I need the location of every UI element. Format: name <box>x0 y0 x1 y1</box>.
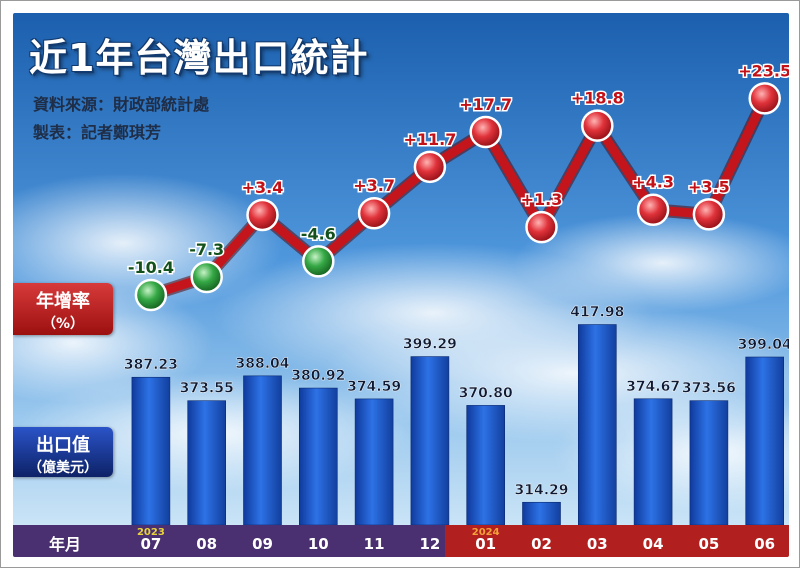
bar-08 <box>187 400 226 526</box>
growth-value-label: +3.4 <box>242 178 284 197</box>
growth-value-label: -4.6 <box>301 224 336 243</box>
growth-markers-layer <box>134 82 781 312</box>
growth-value-label: +18.8 <box>571 89 624 108</box>
x-axis-2023-segment <box>13 525 445 557</box>
bar-05 <box>689 400 729 526</box>
x-axis-strip <box>13 525 789 557</box>
chart-panel: 387.23 373.55 388.04 380.92 374.59 399.29 370.… <box>13 13 789 557</box>
bar-value-label: 387.23 <box>124 357 178 373</box>
bar-07 <box>131 376 171 526</box>
growth-marker-05 <box>692 198 726 231</box>
bar-value-label: 399.29 <box>403 337 457 353</box>
growth-value-label: +1.3 <box>521 190 563 209</box>
growth-value-label: +3.7 <box>353 176 395 195</box>
bar-03 <box>577 324 617 526</box>
growth-labels-layer: -10.4 -7.3 +3.4 -4.6 +3.7 +11.7+17.7 +1.3 +18.8… <box>126 60 789 279</box>
bar-value-label: 373.55 <box>180 381 234 397</box>
chart-title: 近1年台灣出口統計 <box>29 36 369 80</box>
bar-06 <box>745 356 785 526</box>
growth-value-label: +4.3 <box>632 173 674 192</box>
bar-04 <box>633 398 673 526</box>
growth-value-label: +23.5 <box>738 61 789 80</box>
growth-marker-07 <box>134 278 168 312</box>
growth-value-label: +11.7 <box>403 130 456 149</box>
bar-09 <box>243 375 282 526</box>
growth-marker-02 <box>525 210 558 244</box>
bar-02 <box>522 501 561 526</box>
growth-rate-label-title: 年增率 <box>36 291 90 312</box>
bar-value-label: 388.04 <box>235 356 289 372</box>
bar-value-label: 374.59 <box>347 379 401 395</box>
bar-value-label: 417.98 <box>570 305 624 321</box>
bar-10 <box>298 387 338 526</box>
bar-value-label: 314.29 <box>514 482 568 498</box>
x-axis-2024-segment <box>445 525 789 557</box>
growth-rate-label-unit: （%） <box>41 316 85 332</box>
growth-value-label: -10.4 <box>128 258 174 277</box>
export-value-label-unit: （億美元） <box>28 460 98 476</box>
growth-marker-08 <box>190 260 223 294</box>
bars-layer <box>131 324 785 526</box>
bar-value-label: 380.92 <box>291 368 345 384</box>
growth-value-label: +3.5 <box>688 177 730 196</box>
bar-value-label: 374.67 <box>626 379 680 395</box>
bar-11 <box>354 398 394 526</box>
bar-value-label: 373.56 <box>682 381 736 397</box>
growth-marker-04 <box>636 193 670 226</box>
export-value-label-title: 出口值 <box>36 435 90 456</box>
growth-rate-label: 年增率 （%） <box>13 283 113 335</box>
data-source: 資料來源：財政部統計處 <box>33 95 210 114</box>
growth-value-label: -7.3 <box>189 240 224 259</box>
growth-marker-11 <box>357 196 391 230</box>
bar-12 <box>410 356 450 526</box>
author-credit: 製表：記者鄭琪芳 <box>33 123 162 142</box>
growth-marker-03 <box>581 109 614 142</box>
growth-marker-09 <box>246 198 279 232</box>
growth-value-label: +17.7 <box>459 95 512 114</box>
bar-01 <box>466 405 506 526</box>
growth-marker-06 <box>748 82 781 115</box>
growth-marker-01 <box>469 115 502 149</box>
bar-value-label: 370.80 <box>459 385 513 401</box>
growth-marker-12 <box>413 150 447 184</box>
export-value-label: 出口值 （億美元） <box>13 427 113 477</box>
growth-marker-10 <box>302 245 335 278</box>
bar-value-label: 399.04 <box>738 337 789 353</box>
x-axis-title: 年月 <box>49 535 82 554</box>
